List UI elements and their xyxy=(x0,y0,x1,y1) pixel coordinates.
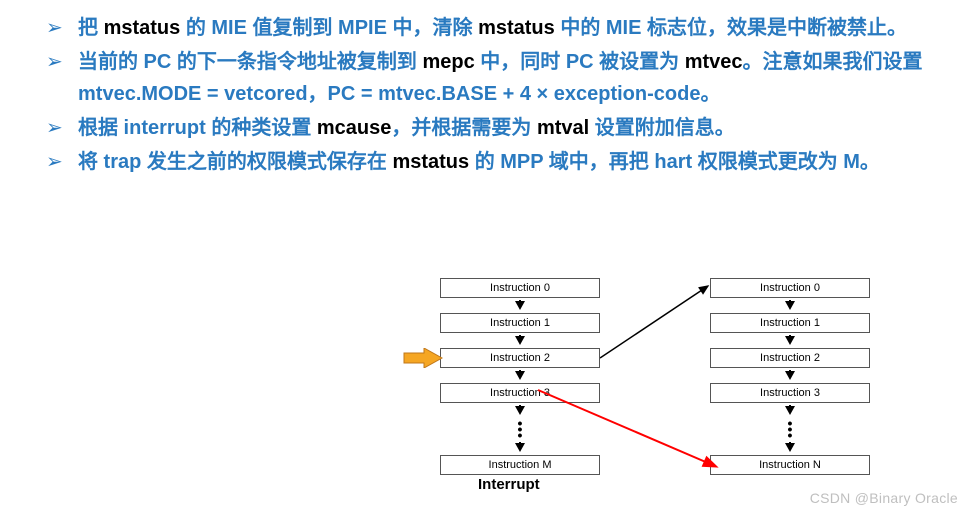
bullet-text-0: 把 mstatus 的 MIE 值复制到 MPIE 中，清除 mstatus 中… xyxy=(78,17,907,39)
watermark-text: CSDN @Binary Oracle xyxy=(810,490,958,506)
list-marker: ➢ xyxy=(46,46,63,78)
down-arrow-icon xyxy=(515,371,525,380)
flow-box: Instruction 3 xyxy=(710,383,870,403)
down-arrow-icon xyxy=(785,336,795,345)
diagram-caption: Interrupt xyxy=(478,476,540,493)
flow-box: Instruction 0 xyxy=(710,278,870,298)
bullet-item-2: ➢根据 interrupt 的种类设置 mcause，并根据需要为 mtval … xyxy=(78,112,956,144)
bullet-item-0: ➢把 mstatus 的 MIE 值复制到 MPIE 中，清除 mstatus … xyxy=(78,12,956,44)
list-marker: ➢ xyxy=(46,112,63,144)
bullet-text-2: 根据 interrupt 的种类设置 mcause，并根据需要为 mtval 设… xyxy=(78,117,735,139)
bullet-text-1: 当前的 PC 的下一条指令地址被复制到 mepc 中，同时 PC 被设置为 mt… xyxy=(78,51,923,105)
bullet-item-1: ➢当前的 PC 的下一条指令地址被复制到 mepc 中，同时 PC 被设置为 m… xyxy=(78,46,956,110)
down-arrow-icon xyxy=(785,371,795,380)
bullet-text-3: 将 trap 发生之前的权限模式保存在 mstatus 的 MPP 域中，再把 … xyxy=(78,151,880,173)
flow-box: Instruction 2 xyxy=(440,348,600,368)
branch-arrow-icon xyxy=(600,278,718,364)
flow-box: Instruction 2 xyxy=(710,348,870,368)
down-arrow-icon xyxy=(515,406,525,415)
flow-right-column: Instruction 0 Instruction 1 Instruction … xyxy=(710,278,870,475)
down-arrow-icon xyxy=(515,301,525,310)
pointer-arrow-icon xyxy=(402,348,444,368)
down-arrow-icon xyxy=(785,406,795,415)
flow-box: Instruction 1 xyxy=(440,313,600,333)
bullet-item-3: ➢将 trap 发生之前的权限模式保存在 mstatus 的 MPP 域中，再把… xyxy=(78,146,956,178)
flow-box: Instruction 1 xyxy=(710,313,870,333)
return-arrow-icon xyxy=(530,386,730,471)
bullet-list: ➢ 把 mstatus 的 MIE 值复制到 MPIE 中，清除 mstatus … xyxy=(20,12,956,178)
list-marker: ➢ xyxy=(46,12,63,44)
interrupt-flow-diagram: Instruction 0 Instruction 1 Instruction … xyxy=(400,278,960,508)
ellipsis-icon: ••• xyxy=(710,418,870,440)
flow-box: Instruction N xyxy=(710,455,870,475)
down-arrow-icon xyxy=(515,443,525,452)
pointer-arrow-shape xyxy=(404,348,442,368)
flow-box: Instruction 0 xyxy=(440,278,600,298)
list-marker: ➢ xyxy=(46,146,63,178)
down-arrow-icon xyxy=(785,301,795,310)
down-arrow-icon xyxy=(515,336,525,345)
down-arrow-icon xyxy=(785,443,795,452)
